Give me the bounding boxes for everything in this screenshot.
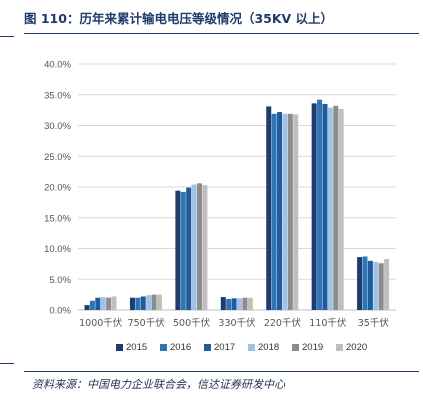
bar	[311, 103, 317, 310]
y-tick-label: 25.0%	[44, 152, 71, 163]
bar	[373, 262, 379, 310]
bar	[317, 99, 323, 310]
bar	[135, 297, 141, 310]
bar	[186, 187, 192, 310]
legend-swatch	[336, 344, 343, 351]
bar	[84, 305, 90, 310]
bar	[100, 297, 106, 310]
bar	[362, 256, 368, 310]
bar	[327, 107, 333, 310]
legend-label: 2017	[214, 342, 236, 353]
labels-layer: 0.0% 5.0% 10.0% 15.0% 20.0% 25.0% 30.0% 35.0% 40…	[44, 60, 389, 330]
bar	[322, 103, 328, 310]
x-tick-label: 110千伏	[309, 317, 347, 329]
source-note: 资料来源：中国电力企业联合会，信达证券研发中心	[32, 378, 285, 391]
bar	[226, 298, 232, 310]
y-tick-label: 30.0%	[44, 121, 71, 132]
bar	[367, 260, 373, 310]
legend-label: 2016	[170, 342, 192, 353]
legend-item: 2020	[336, 342, 367, 353]
legend-item: 2016	[160, 342, 191, 353]
bar	[338, 108, 344, 311]
bar	[231, 298, 237, 310]
bar	[333, 105, 339, 310]
bar	[191, 184, 197, 310]
bar	[357, 257, 363, 310]
bar	[151, 294, 157, 310]
title-underline	[24, 33, 419, 34]
legend-label: 2018	[258, 342, 280, 353]
bar	[277, 111, 283, 310]
x-tick-label: 750千伏	[128, 317, 166, 329]
legend-swatch	[116, 344, 123, 351]
bar	[156, 294, 162, 310]
legend-swatch	[160, 344, 167, 351]
bar	[146, 295, 152, 310]
y-tick-label: 40.0%	[44, 60, 71, 71]
y-tick-label: 20.0%	[44, 183, 71, 194]
x-tick-label: 220千伏	[264, 317, 302, 329]
legend-swatch	[248, 344, 255, 351]
legend-item: 2017	[204, 342, 235, 353]
legend-item: 2015	[116, 342, 147, 353]
bar	[242, 297, 248, 310]
footer-rule	[24, 371, 419, 372]
chart-legend: 2015 2016 2017 2018 2019 2020	[0, 342, 423, 356]
legend-label: 2020	[346, 342, 368, 353]
bar	[220, 297, 226, 310]
bar	[95, 297, 101, 310]
bar	[196, 183, 202, 310]
bar-chart: 0.0% 5.0% 10.0% 15.0% 20.0% 25.0% 30.0% 35.0% 40…	[44, 60, 396, 330]
bar	[140, 296, 146, 310]
x-tick-label: 500千伏	[173, 317, 211, 329]
bar	[89, 300, 95, 310]
bar	[180, 191, 186, 310]
bar	[237, 298, 242, 310]
bar	[202, 185, 208, 310]
legend-swatch	[204, 344, 211, 351]
chart-title: 图 110：历年来累计输电电压等级情况（35KV 以上）	[24, 11, 334, 26]
bar	[129, 297, 135, 310]
bar	[384, 258, 390, 310]
margin-tick-top	[0, 36, 14, 37]
y-tick-label: 35.0%	[44, 90, 71, 101]
grid-layer	[78, 63, 396, 311]
bar	[175, 190, 181, 310]
x-tick-label: 1000千伏	[79, 317, 123, 329]
bar	[378, 263, 384, 310]
bar	[271, 113, 277, 310]
bars-layer	[84, 99, 390, 311]
y-tick-label: 5.0%	[49, 275, 71, 286]
bar	[247, 297, 253, 310]
legend-swatch	[292, 344, 299, 351]
margin-tick-bottom	[0, 363, 14, 364]
bar	[111, 296, 117, 310]
y-tick-label: 0.0%	[49, 306, 71, 317]
bar	[293, 114, 299, 311]
y-tick-label: 10.0%	[44, 244, 71, 255]
legend-label: 2015	[126, 342, 148, 353]
legend-item: 2018	[248, 342, 279, 353]
y-tick-label: 15.0%	[44, 213, 71, 224]
bar	[282, 113, 288, 310]
x-tick-label: 35千伏	[358, 317, 390, 329]
legend-item: 2019	[292, 342, 323, 353]
bar	[287, 113, 293, 310]
x-tick-label: 330千伏	[218, 317, 256, 329]
legend-label: 2019	[302, 342, 324, 353]
bar	[266, 106, 272, 310]
bar	[106, 297, 112, 310]
